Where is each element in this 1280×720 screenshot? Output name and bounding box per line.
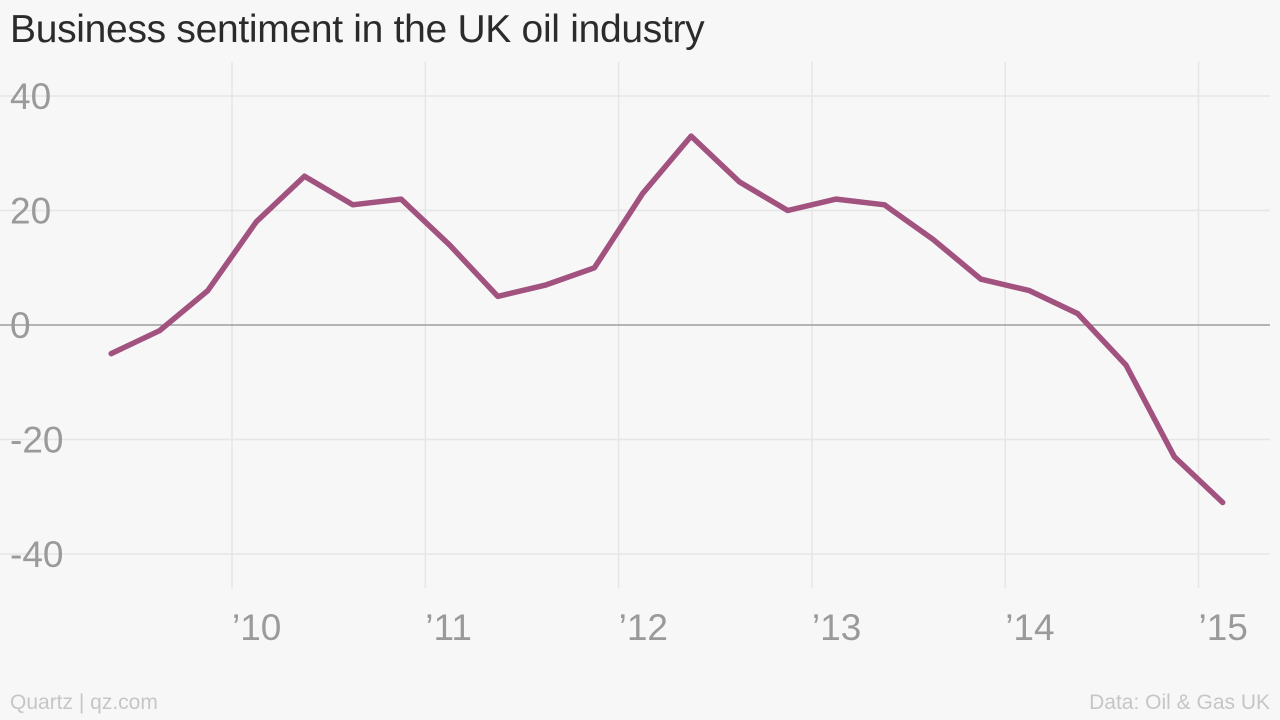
data-point <box>1220 499 1226 505</box>
y-tick-label: 20 <box>10 191 51 232</box>
data-point <box>398 196 404 202</box>
series-group <box>108 133 1226 506</box>
data-point <box>543 282 549 288</box>
data-point <box>495 293 501 299</box>
x-tick-label: ’12 <box>619 607 668 648</box>
data-point <box>301 173 307 179</box>
y-tick-label: -40 <box>10 534 63 575</box>
data-point <box>1123 362 1129 368</box>
x-tick-label: ’15 <box>1199 607 1248 648</box>
data-point <box>1075 311 1081 317</box>
data-point <box>591 265 597 271</box>
y-tick-label: 0 <box>10 305 31 346</box>
y-axis: 40 20 0 -20 -40 <box>10 76 63 575</box>
source-label: Data: Oil & Gas UK <box>1089 691 1270 714</box>
data-point <box>785 208 791 213</box>
x-tick-label: ’11 <box>425 607 472 648</box>
chart-title: Business sentiment in the UK oil industr… <box>10 8 705 51</box>
data-point <box>688 133 694 139</box>
y-tick-label: -20 <box>10 420 63 461</box>
data-point <box>736 179 742 185</box>
data-point <box>881 202 887 208</box>
data-point <box>1026 288 1032 294</box>
data-point <box>1171 454 1177 460</box>
x-tick-label: ’13 <box>812 607 861 648</box>
credit-label: Quartz | qz.com <box>10 691 158 714</box>
series-line <box>108 133 1226 506</box>
data-point <box>833 196 839 202</box>
data-point <box>157 328 163 334</box>
data-point <box>253 219 259 225</box>
data-point <box>350 202 356 208</box>
x-tick-label: ’14 <box>1005 607 1054 648</box>
x-tick-label: ’10 <box>232 607 281 648</box>
data-point <box>205 288 211 294</box>
data-point <box>108 351 114 357</box>
data-point <box>978 276 984 282</box>
x-axis: ’10 ’11 ’12 ’13 ’14 ’15 <box>232 607 1248 648</box>
y-tick-label: 40 <box>10 76 51 117</box>
data-point <box>640 190 646 196</box>
data-point <box>446 242 452 248</box>
data-point <box>930 236 936 242</box>
